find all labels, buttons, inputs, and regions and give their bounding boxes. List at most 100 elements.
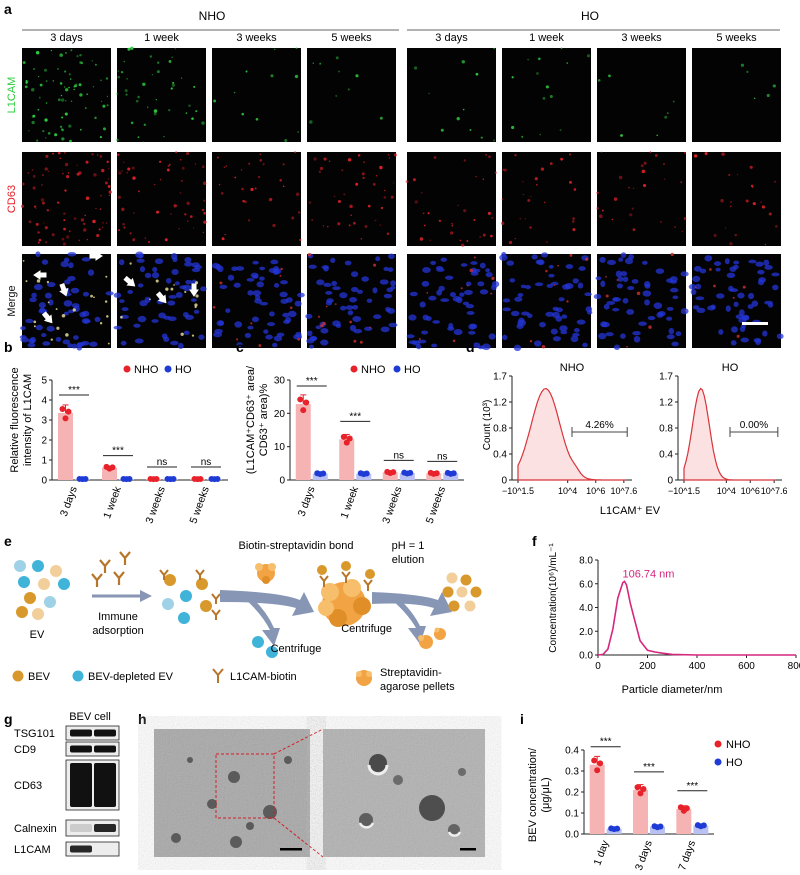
- y-axis-label-line1: (L1CAM⁺CD63⁺ area/: [245, 365, 257, 474]
- nucleus: [565, 264, 574, 269]
- signal-dot: [56, 67, 60, 71]
- signal-dot: [65, 333, 69, 337]
- nucleus: [375, 256, 381, 262]
- nucleus: [409, 291, 418, 297]
- signal-dot: [294, 74, 299, 79]
- data-point: [197, 475, 204, 482]
- nucleus: [259, 276, 265, 281]
- nucleus: [265, 334, 273, 340]
- signal-dot: [98, 228, 101, 231]
- signal-dot: [451, 222, 454, 225]
- nucleus: [406, 334, 415, 339]
- signal-dot: [545, 85, 549, 89]
- signal-dot: [63, 219, 66, 222]
- nucleus: [184, 257, 192, 263]
- signal-dot: [364, 224, 368, 228]
- signal-dot: [135, 99, 139, 103]
- signal-dot: [422, 212, 425, 215]
- signal-dot: [511, 125, 515, 130]
- signal-dot: [168, 108, 171, 112]
- nucleus: [502, 307, 511, 312]
- signal-dot: [730, 201, 732, 203]
- signal-dot: [628, 187, 630, 189]
- signal-dot: [92, 86, 95, 88]
- nucleus: [607, 259, 616, 266]
- nucleus: [154, 258, 164, 265]
- nucleus: [534, 340, 542, 347]
- signal-dot: [32, 186, 36, 190]
- signal-dot: [681, 230, 684, 233]
- signal-dot: [674, 226, 677, 228]
- signal-dot: [641, 169, 646, 174]
- signal-dot: [616, 279, 619, 281]
- signal-dot: [99, 322, 103, 325]
- signal-dot: [254, 187, 257, 190]
- signal-dot: [511, 76, 514, 79]
- sig-label: ***: [686, 781, 698, 792]
- signal-dot: [379, 165, 383, 170]
- signal-dot: [105, 77, 109, 80]
- signal-dot: [137, 190, 140, 193]
- signal-dot: [684, 310, 687, 312]
- signal-dot: [45, 137, 47, 139]
- legend-label-ho: HO: [175, 364, 192, 376]
- signal-dot: [269, 197, 273, 201]
- nucleus: [280, 280, 288, 285]
- legend-l1cam-biotin: L1CAM-biotin: [230, 671, 297, 683]
- nucleus: [31, 292, 37, 299]
- nucleus: [612, 307, 620, 312]
- signal-dot: [186, 201, 190, 205]
- signal-dot: [171, 56, 173, 59]
- signal-dot: [65, 88, 69, 92]
- nucleus: [633, 335, 641, 343]
- signal-dot: [65, 235, 70, 239]
- gate-percent: 0.00%: [740, 420, 768, 431]
- signal-dot: [372, 183, 376, 186]
- zoom-line-bottom: [273, 817, 324, 858]
- nucleus: [247, 325, 254, 330]
- signal-dot: [240, 169, 243, 171]
- nucleus: [453, 328, 463, 336]
- x-tick-label: 3 weeks: [143, 485, 167, 525]
- signal-dot: [83, 228, 87, 232]
- y-tick-label: 0.0: [565, 830, 579, 841]
- signal-dot: [85, 160, 89, 164]
- signal-dot: [106, 160, 109, 164]
- nucleus: [758, 277, 767, 283]
- signal-dot: [636, 291, 641, 296]
- signal-dot: [70, 100, 73, 103]
- signal-dot: [129, 232, 132, 235]
- depleted-ev: [252, 636, 264, 648]
- signal-dot: [262, 163, 265, 166]
- nucleus: [699, 268, 707, 274]
- signal-dot: [57, 98, 61, 102]
- nucleus: [263, 329, 269, 334]
- nucleus: [67, 343, 73, 348]
- signal-dot: [456, 116, 460, 121]
- signal-dot: [233, 91, 236, 94]
- blot-band: [70, 745, 92, 753]
- elution-label-line2: elution: [392, 554, 424, 566]
- signal-dot: [328, 160, 331, 162]
- signal-dot: [27, 172, 30, 174]
- signal-dot: [125, 93, 128, 96]
- y-tick-label: 0.3: [565, 767, 579, 778]
- x-tick-label: −10^1.5: [502, 486, 534, 496]
- signal-dot: [126, 78, 128, 80]
- signal-dot: [44, 68, 47, 72]
- signal-dot: [224, 233, 226, 236]
- nucleus: [113, 292, 122, 298]
- nucleus: [606, 300, 616, 305]
- signal-dot: [601, 209, 604, 212]
- nucleus: [472, 342, 481, 348]
- signal-dot: [295, 47, 298, 50]
- signal-dot: [663, 163, 665, 166]
- nucleus: [252, 260, 259, 265]
- signal-dot: [338, 70, 340, 73]
- signal-dot: [347, 88, 350, 91]
- nucleus: [372, 287, 378, 294]
- nucleus: [748, 292, 755, 300]
- panel-d: d Count (10³) L1CAM⁺ EV NHO 0 0.4 0.8 1.2 1.7…: [466, 339, 788, 517]
- nucleus: [710, 304, 716, 309]
- x-tick-label: 400: [689, 661, 706, 672]
